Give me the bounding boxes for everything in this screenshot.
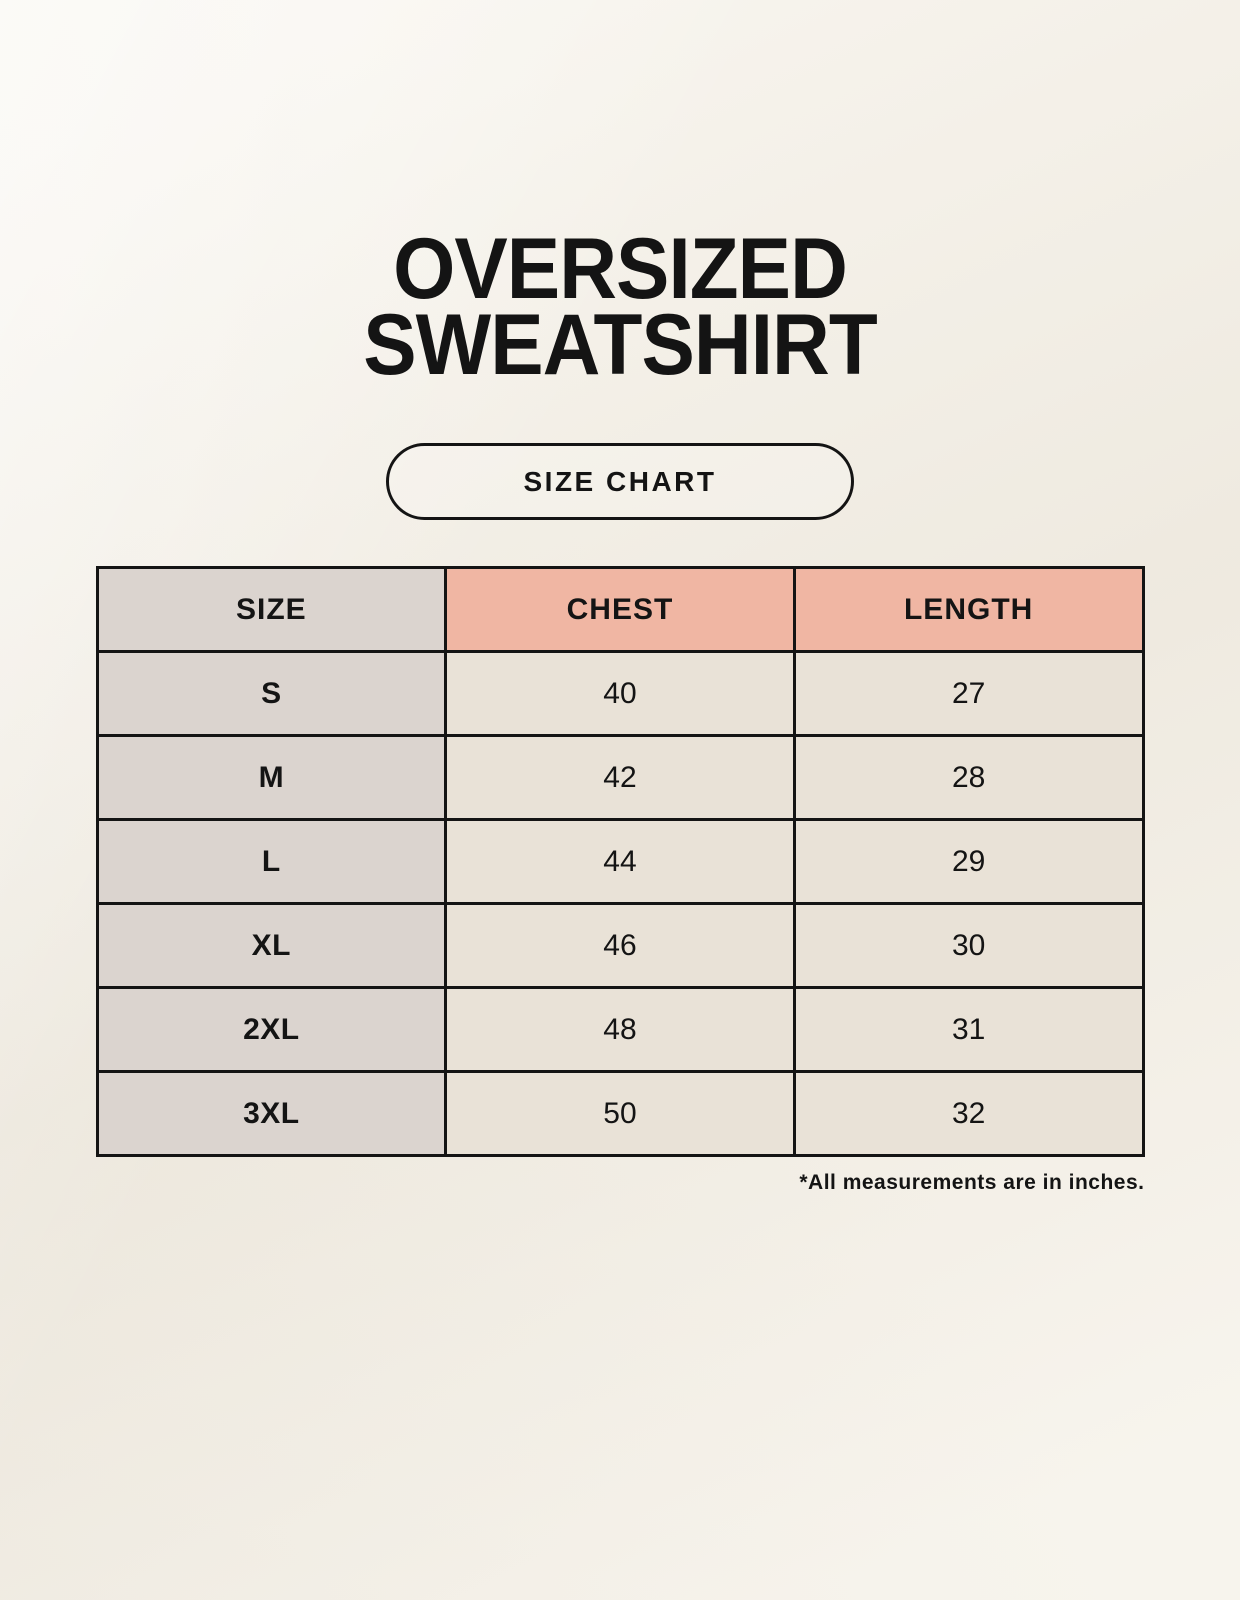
length-value: 28 [792,734,1145,822]
size-chart-badge-label: SIZE CHART [523,465,717,497]
size-chart-badge: SIZE CHART [386,443,854,521]
page-title: OVERSIZED SWEATSHIRT [43,221,1196,393]
measurements-footnote: *All measurements are in inches. [799,1171,1145,1195]
chest-value: 40 [444,650,796,738]
length-value: 27 [792,650,1145,738]
chest-value: 42 [444,734,796,822]
page-title-line-1: OVERSIZED [393,221,848,317]
chest-value: 50 [444,1070,796,1158]
column-header-size: SIZE [95,566,448,654]
size-label: L [95,818,448,906]
length-value: 30 [792,902,1145,990]
size-label: M [95,734,448,822]
size-label: 3XL [95,1070,448,1158]
table-row: XL 46 30 [95,902,1145,990]
size-label: 2XL [95,986,448,1074]
table-row: 2XL 48 31 [95,986,1145,1074]
table-row: S 40 27 [95,650,1145,738]
table-body: S 40 27 M 42 28 L 44 29 XL 46 30 [95,650,1145,1158]
length-value: 31 [792,986,1145,1074]
chest-value: 46 [444,902,796,990]
size-chart-table-container: SIZE CHEST LENGTH S 40 27 M 42 28 L [95,566,1145,1158]
page-title-line-2: SWEATSHIRT [363,296,877,393]
table-row: 3XL 50 32 [95,1070,1145,1158]
column-header-chest: CHEST [444,566,796,654]
size-label: XL [95,902,448,990]
table-header: SIZE CHEST LENGTH [95,566,1145,654]
column-header-length: LENGTH [792,566,1145,654]
length-value: 32 [792,1070,1145,1158]
size-chart-table: SIZE CHEST LENGTH S 40 27 M 42 28 L [95,566,1145,1158]
table-row: L 44 29 [95,818,1145,906]
chest-value: 44 [444,818,796,906]
table-row: M 42 28 [95,734,1145,822]
size-label: S [95,650,448,738]
length-value: 29 [792,818,1145,906]
table-header-row: SIZE CHEST LENGTH [95,566,1145,654]
chest-value: 48 [444,986,796,1074]
